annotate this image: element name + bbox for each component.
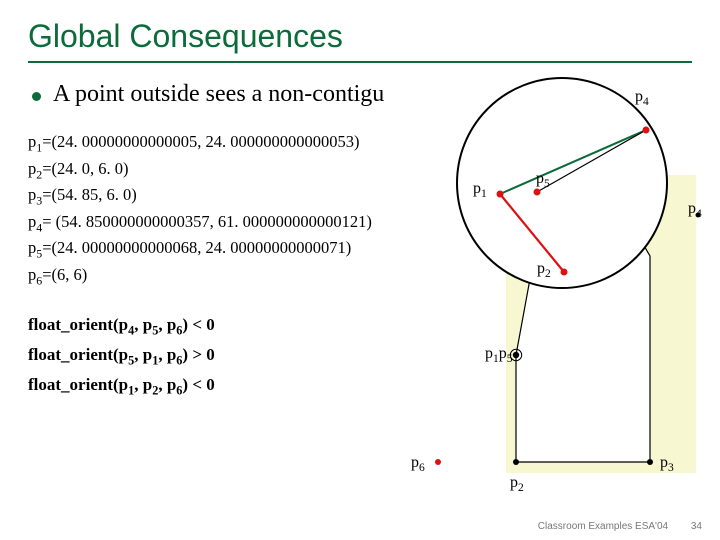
lbl-p1p5: p1p5 — [485, 345, 513, 365]
page-title: Global Consequences — [28, 18, 692, 55]
page-number: 34 — [691, 521, 702, 532]
lbl-p2b: p2 — [510, 474, 524, 494]
lbl-p1: p1 — [473, 180, 487, 200]
bullet-dot-icon — [32, 92, 41, 101]
diagram-area: p4p1p5p4p2p1p5p6p2p3 — [388, 60, 708, 490]
footer: Classroom Examples ESA'04 34 — [538, 521, 702, 532]
lbl-p4top: p4 — [635, 88, 649, 108]
lbl-p4r: p4 — [688, 200, 702, 220]
lbl-p3: p3 — [660, 454, 674, 474]
lbl-p6: p6 — [411, 454, 425, 474]
bullet-text: A point outside sees a non-contigu — [53, 81, 384, 108]
lbl-p2c: p2 — [537, 260, 551, 280]
footer-text: Classroom Examples ESA'04 — [538, 521, 668, 532]
lbl-p5: p5 — [536, 170, 550, 190]
